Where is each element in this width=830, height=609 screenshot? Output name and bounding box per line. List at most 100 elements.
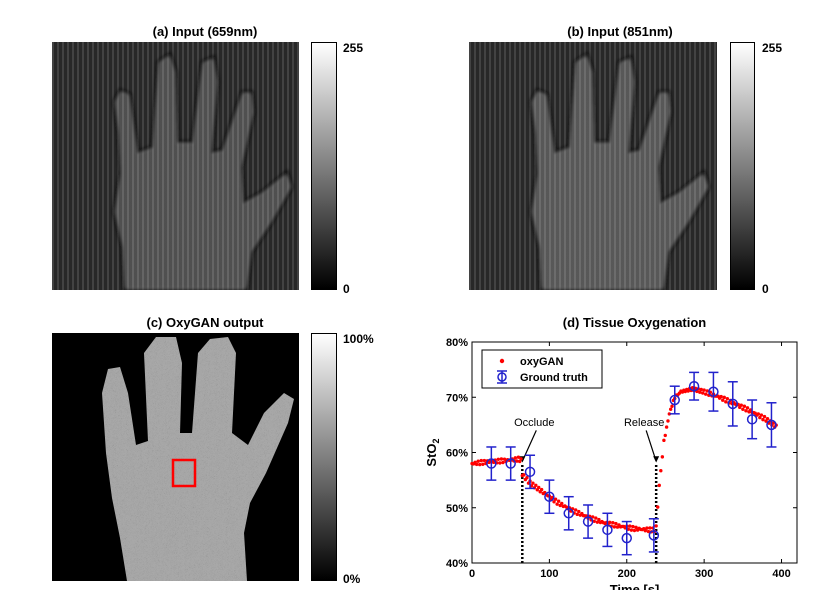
legend-oxygan-marker xyxy=(499,358,505,364)
oxygan-point xyxy=(631,524,635,529)
ground-truth-point xyxy=(669,394,680,406)
ground-truth-point xyxy=(688,380,700,392)
panel-b-cbar-min: 0 xyxy=(762,282,769,296)
oxygan-point xyxy=(699,387,703,392)
oxygan-point xyxy=(498,461,502,465)
x-tick-label: 200 xyxy=(618,568,636,580)
oxygan-point xyxy=(646,529,651,534)
panel-a-image xyxy=(52,42,299,290)
oxygan-point xyxy=(552,500,556,504)
oxygan-point xyxy=(612,525,617,529)
y-tick-label: 80% xyxy=(446,337,468,349)
oxygan-point xyxy=(478,462,482,467)
oxygan-point xyxy=(513,456,518,460)
y-tick-label: 40% xyxy=(446,558,468,570)
oxygan-point xyxy=(771,421,776,425)
x-tick-label: 400 xyxy=(772,568,790,580)
oxygan-point xyxy=(519,457,523,461)
oxygan-point xyxy=(534,483,538,487)
oxygan-point xyxy=(496,457,501,461)
oxygan-point xyxy=(522,473,526,477)
oxygan-point xyxy=(595,520,600,524)
ground-truth-point xyxy=(766,419,777,431)
panel-c-title: (c) OxyGAN output xyxy=(146,315,264,330)
oxygan-point xyxy=(662,438,666,443)
roi-box xyxy=(171,458,197,488)
oxygan-point xyxy=(765,416,770,421)
ground-truth-point xyxy=(486,458,497,469)
hand-silhouette-a xyxy=(111,50,295,290)
oxygan-point xyxy=(703,392,708,396)
ground-truth-point xyxy=(727,398,739,410)
oxygan-point xyxy=(634,525,638,530)
ground-truth-point xyxy=(648,530,660,541)
oxygan-point xyxy=(719,394,723,399)
oxygan-point xyxy=(611,521,615,525)
oxygan-point xyxy=(594,516,598,520)
oxygan-point xyxy=(739,403,743,407)
oxygan-point xyxy=(592,519,596,523)
y-axis-label-main: StO xyxy=(424,443,439,466)
oxygan-point xyxy=(722,395,726,400)
oxygan-point xyxy=(577,509,581,514)
oxygan-point xyxy=(648,526,652,530)
oxygan-point xyxy=(499,457,504,461)
panel-b-image xyxy=(469,42,717,290)
oxygan-point xyxy=(656,505,660,509)
oxygan-point xyxy=(632,528,637,533)
oxygan-point xyxy=(741,407,745,411)
oxygan-point xyxy=(744,409,748,413)
oxygan-point xyxy=(555,502,559,506)
oxygan-point xyxy=(663,433,667,438)
oxygan-point xyxy=(591,515,595,519)
oxygan-point xyxy=(756,412,761,416)
panel-a-title: (a) Input (659nm) xyxy=(152,24,258,39)
annotation-label: Occlude xyxy=(514,417,554,429)
oxygan-point xyxy=(597,517,601,522)
ground-truth-point xyxy=(746,414,758,425)
oxygan-point xyxy=(659,469,663,473)
tissue-oxygenation-chart: (d) Tissue Oxygenation 0 100 200 300 400 40% 50… xyxy=(424,315,798,590)
oxygan-point xyxy=(553,497,558,501)
y-axis-label: StO2 xyxy=(424,438,441,466)
oxygan-point xyxy=(501,460,505,465)
annotation-arrow xyxy=(521,430,537,462)
oxygan-point xyxy=(575,512,579,517)
oxygan-point xyxy=(666,419,670,423)
oxygan-point xyxy=(556,499,561,503)
panel-c-colorbar xyxy=(311,333,337,581)
ground-truth-point xyxy=(602,524,613,536)
oxygan-point xyxy=(481,462,485,466)
x-tick-label: 0 xyxy=(469,568,475,580)
x-tick-label: 100 xyxy=(540,568,558,580)
oxygan-point xyxy=(702,388,706,392)
x-axis-label: Time [s] xyxy=(610,582,660,590)
oxygan-point xyxy=(762,414,767,419)
oxygan-point xyxy=(670,404,674,408)
oxygan-point xyxy=(759,413,764,417)
ground-truth-point xyxy=(544,491,555,502)
oxygan-point xyxy=(643,529,648,533)
oxygan-point xyxy=(660,455,665,459)
oxygan-point xyxy=(537,485,541,490)
legend-gt-label: Ground truth xyxy=(520,372,588,384)
oxygan-point xyxy=(761,417,765,422)
y-tick-label: 60% xyxy=(446,448,468,460)
hand-silhouette-b xyxy=(528,50,712,290)
oxygan-point xyxy=(518,459,522,464)
oxygan-point xyxy=(721,398,725,402)
oxygan-point xyxy=(724,400,728,404)
hand-oxygenation-map xyxy=(102,337,294,581)
oxygan-point xyxy=(645,526,649,530)
oxygan-point xyxy=(479,458,483,463)
oxygan-point xyxy=(474,462,479,467)
panel-c-cbar-max: 100% xyxy=(343,332,374,346)
oxygan-point xyxy=(745,406,750,410)
legend-gt-marker xyxy=(497,372,507,382)
ground-truth-point xyxy=(582,516,594,527)
oxygan-point xyxy=(764,419,768,423)
y-tick-label: 70% xyxy=(446,392,468,404)
y-axis-label-sub: 2 xyxy=(431,438,441,443)
oxygan-point xyxy=(539,487,544,492)
ground-truth-point xyxy=(621,532,633,544)
